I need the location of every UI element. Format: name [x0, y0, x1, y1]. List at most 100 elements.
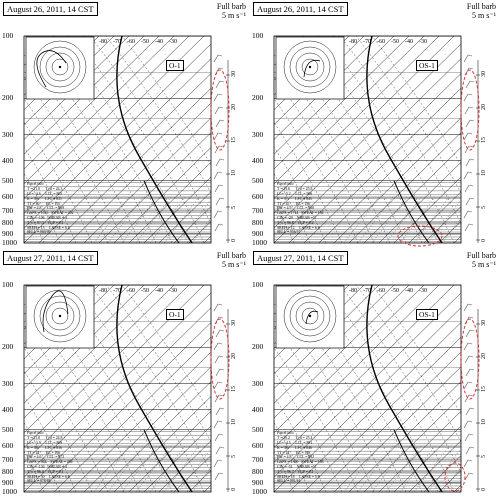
wind-barb-flag	[468, 145, 474, 148]
pressure-tick-label: 900	[2, 228, 14, 238]
barb-legend: Full barb 5 m s⁻¹	[467, 2, 496, 20]
wind-barb-flag	[468, 106, 474, 109]
pressure-tick-label: 800	[252, 217, 264, 227]
barb-legend-line2: 5 m s⁻¹	[472, 260, 496, 269]
isotherm-line	[363, 396, 461, 492]
wind-barb-flag	[218, 106, 224, 109]
dry-adiabat	[355, 285, 461, 443]
height-tick-label: 20	[231, 104, 237, 110]
mixing-ratio-line	[357, 196, 394, 243]
temperature-profile	[366, 285, 443, 492]
dry-adiabat	[24, 146, 77, 243]
dry-adiabat	[89, 36, 211, 225]
temperature-tick-label: -30	[169, 39, 177, 45]
wind-barb-flag	[467, 132, 473, 135]
temperature-tick-label: -80	[99, 288, 107, 294]
wind-barb	[215, 368, 221, 377]
isotherm-line	[318, 351, 461, 492]
wind-barb	[214, 184, 220, 193]
wind-barb-flag	[217, 132, 223, 135]
mixing-ratio-line	[149, 445, 186, 492]
skew-t-panel: 30 20 15 10 5 0 August 26, 2011, 14 CST Full ba…	[0, 0, 250, 249]
isotherm-line	[68, 351, 211, 492]
wind-barb	[214, 472, 220, 481]
wind-barb	[465, 368, 471, 377]
mixing-ratio-line	[121, 196, 158, 243]
hodograph-center	[58, 65, 62, 69]
skew-t-panel: 30 20 15 10 5 0 August 27, 2011, 14 CST Full ba…	[0, 249, 250, 498]
wind-barb-flag	[219, 80, 225, 83]
date-title: August 26, 2011, 14 CST	[253, 2, 348, 16]
dry-adiabat	[24, 395, 77, 492]
wind-barb	[465, 158, 471, 167]
wind-barb-flag	[467, 303, 473, 306]
dewpoint-profile	[143, 429, 180, 492]
wind-barb-flag	[469, 197, 475, 200]
dry-adiabat	[323, 36, 455, 243]
isotherm-line	[363, 147, 461, 243]
isotherm-line	[348, 381, 461, 492]
barb-legend: Full barb 5 m s⁻¹	[217, 251, 246, 269]
wind-barb-flag	[219, 197, 225, 200]
dry-adiabat	[274, 347, 359, 492]
wind-barb	[463, 381, 469, 390]
wind-barb-flag	[218, 472, 224, 475]
isotherm-line	[393, 176, 461, 243]
pressure-tick-label: 300	[252, 129, 264, 139]
wind-barb	[213, 54, 219, 63]
wind-barb-flag	[218, 394, 224, 397]
dry-adiabat	[274, 201, 295, 243]
temperature-tick-label: -60	[127, 288, 135, 294]
wind-barb-flag	[469, 329, 475, 332]
pressure-tick-label: 400	[2, 155, 14, 165]
isotherm-line	[438, 220, 461, 243]
wind-barb	[213, 342, 219, 351]
wind-barb-flag	[217, 54, 223, 57]
wind-barb	[464, 433, 470, 442]
wind-barb-flag	[218, 145, 224, 148]
temperature-profile	[116, 36, 193, 243]
hodograph-ring	[295, 52, 325, 82]
height-tick-label: 0	[481, 488, 487, 491]
wind-barb-flag	[468, 184, 474, 187]
wind-barb	[215, 158, 221, 167]
wind-barb-flag	[467, 381, 473, 384]
hodograph-ring	[39, 295, 81, 337]
dry-adiabat	[89, 285, 211, 474]
dry-adiabat	[274, 75, 375, 243]
plot-frame	[273, 284, 462, 493]
dry-adiabat	[371, 36, 461, 166]
dry-adiabat	[24, 370, 93, 492]
pressure-tick-label: 100	[252, 280, 264, 289]
isotherm-line	[24, 285, 190, 448]
temperature-tick-label: -60	[377, 39, 385, 45]
parcel-stats: Parcel info T = 31.0 T_d = 24.3 LI = -4.…	[27, 182, 74, 235]
isotherm-line	[98, 132, 211, 243]
isotherm-line	[128, 410, 211, 492]
wind-barb	[463, 93, 469, 102]
case-label: O-1	[166, 60, 184, 71]
isotherm-line	[38, 73, 211, 243]
wind-barb-flag	[468, 67, 474, 70]
mixing-ratio-line	[107, 196, 144, 243]
wind-barb	[465, 80, 471, 89]
wind-barb	[464, 145, 470, 154]
height-tick-label: 0	[231, 239, 237, 242]
skew-t-diagram: 30 20 15 10 5 0	[23, 35, 237, 244]
height-tick-label: 10	[231, 170, 237, 176]
date-title: August 27, 2011, 14 CST	[253, 251, 348, 265]
wind-barb-flag	[469, 407, 475, 410]
pressure-tick-label: 900	[252, 477, 264, 487]
barb-legend: Full barb 5 m s⁻¹	[467, 251, 496, 269]
hodograph-ring	[283, 40, 337, 94]
isotherm-line	[98, 381, 211, 492]
wind-barb-flag	[217, 210, 223, 213]
hodograph-ring	[51, 307, 69, 325]
hodograph-ring	[295, 301, 325, 331]
wind-barb	[215, 446, 221, 455]
wind-barb-flag	[217, 342, 223, 345]
mixing-ratio-line	[163, 196, 200, 243]
isotherm-line	[158, 191, 211, 243]
hodograph-ring	[51, 58, 69, 76]
wind-barb-flag	[217, 420, 223, 423]
